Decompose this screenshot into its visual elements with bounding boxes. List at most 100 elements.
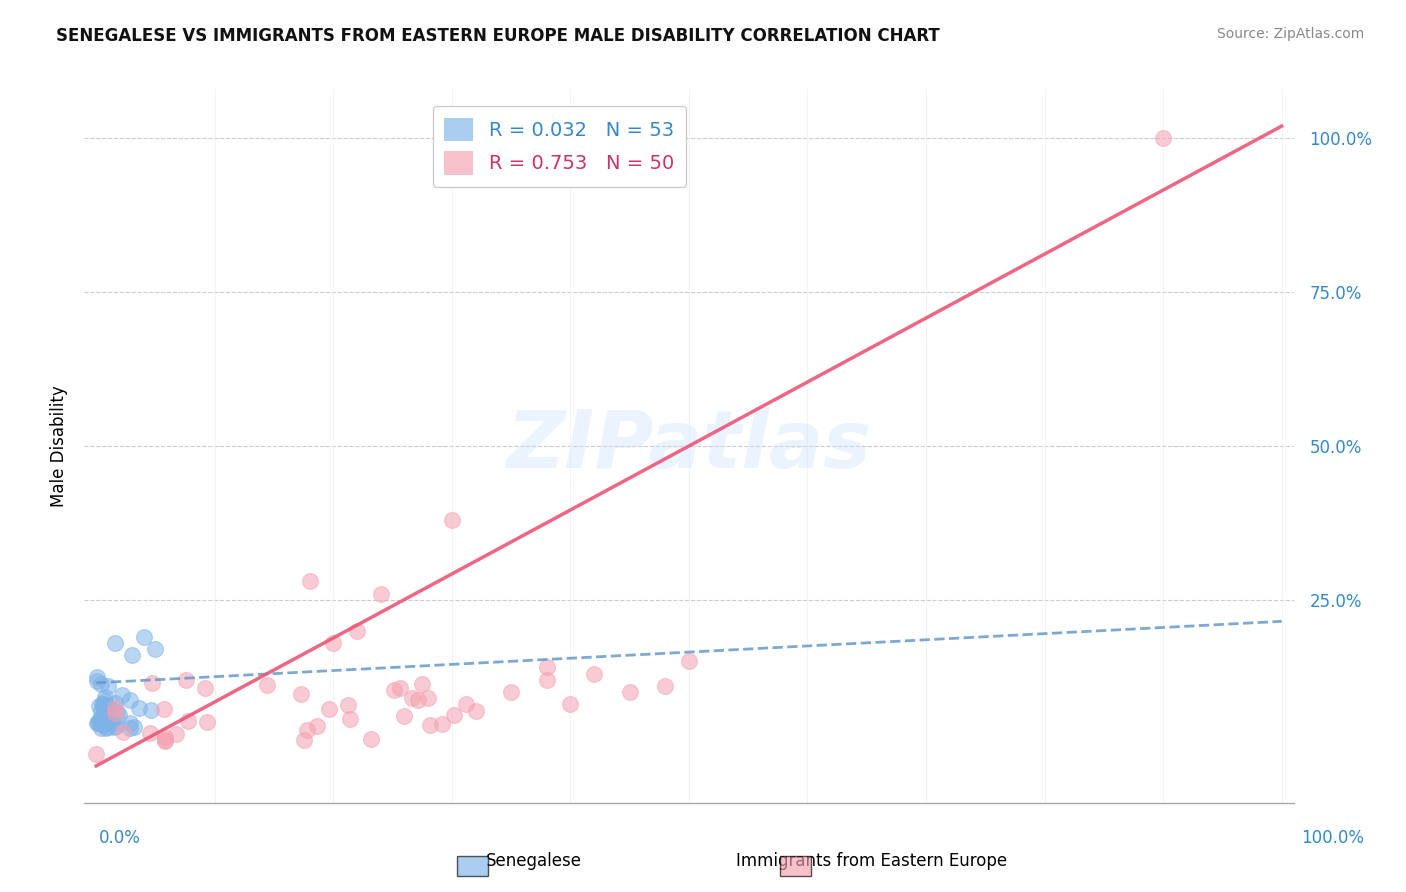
Point bbox=[418, 717, 440, 731]
Point bbox=[124, 720, 146, 734]
Point bbox=[256, 678, 278, 692]
Point bbox=[392, 708, 415, 723]
Point bbox=[91, 698, 114, 712]
Point bbox=[94, 713, 117, 727]
Point bbox=[94, 713, 117, 727]
Point bbox=[86, 716, 108, 731]
Legend: R = 0.032   N = 53, R = 0.753   N = 50: R = 0.032 N = 53, R = 0.753 N = 50 bbox=[433, 106, 686, 186]
Point bbox=[120, 693, 142, 707]
Point bbox=[145, 642, 167, 657]
Text: Source: ZipAtlas.com: Source: ZipAtlas.com bbox=[1216, 27, 1364, 41]
Point bbox=[101, 716, 124, 731]
Point bbox=[105, 705, 128, 719]
Point bbox=[155, 732, 177, 747]
Point bbox=[298, 574, 321, 589]
Point bbox=[87, 715, 110, 730]
Point bbox=[560, 698, 582, 712]
Point bbox=[583, 666, 606, 681]
Point bbox=[94, 704, 117, 718]
Point bbox=[155, 733, 177, 747]
Point bbox=[104, 701, 127, 715]
Point bbox=[111, 689, 134, 703]
Point bbox=[98, 713, 121, 727]
Point bbox=[440, 513, 463, 527]
Point bbox=[103, 719, 125, 733]
Point bbox=[103, 636, 125, 650]
Point bbox=[501, 685, 523, 699]
Point bbox=[1152, 131, 1174, 145]
Point bbox=[90, 697, 112, 711]
Point bbox=[121, 648, 143, 662]
Point bbox=[91, 718, 114, 732]
Point bbox=[141, 676, 163, 690]
Point bbox=[90, 722, 112, 736]
Point bbox=[120, 715, 142, 730]
Point bbox=[100, 712, 122, 726]
Point bbox=[322, 636, 344, 650]
Point bbox=[443, 708, 465, 723]
Point bbox=[104, 706, 127, 720]
Text: Senegalese: Senegalese bbox=[486, 852, 582, 870]
Point bbox=[100, 702, 122, 716]
Point bbox=[94, 721, 117, 735]
Text: Immigrants from Eastern Europe: Immigrants from Eastern Europe bbox=[737, 852, 1007, 870]
Point bbox=[165, 727, 187, 741]
Point bbox=[153, 730, 176, 744]
Point bbox=[111, 725, 134, 739]
Point bbox=[132, 630, 155, 644]
Point bbox=[411, 677, 433, 691]
Point bbox=[84, 747, 107, 761]
Point bbox=[305, 719, 328, 733]
Point bbox=[104, 696, 127, 710]
Point bbox=[96, 720, 118, 734]
Point bbox=[290, 687, 312, 701]
Point bbox=[94, 702, 117, 716]
Point bbox=[94, 693, 117, 707]
Point bbox=[360, 732, 382, 747]
Point bbox=[678, 654, 700, 668]
Point bbox=[177, 714, 200, 728]
Point bbox=[195, 714, 218, 729]
Point bbox=[139, 703, 162, 717]
Point bbox=[90, 704, 112, 718]
Point bbox=[456, 697, 478, 711]
Point bbox=[128, 701, 150, 715]
Point bbox=[91, 711, 114, 725]
Point bbox=[93, 714, 115, 728]
Point bbox=[108, 708, 131, 723]
Point bbox=[118, 721, 141, 735]
Point bbox=[174, 673, 197, 688]
Point bbox=[536, 660, 558, 674]
Y-axis label: Male Disability: Male Disability bbox=[49, 385, 67, 507]
Point bbox=[619, 685, 641, 699]
Point bbox=[139, 726, 162, 740]
Text: ZIPatlas: ZIPatlas bbox=[506, 407, 872, 485]
Point bbox=[89, 699, 111, 714]
Point bbox=[292, 732, 315, 747]
Point bbox=[104, 719, 127, 733]
Point bbox=[96, 716, 118, 731]
Point bbox=[337, 698, 360, 712]
Point bbox=[91, 698, 114, 713]
Point bbox=[406, 693, 429, 707]
Point bbox=[96, 710, 118, 724]
Point bbox=[346, 624, 368, 638]
Point bbox=[94, 690, 117, 704]
Point bbox=[94, 698, 117, 712]
Point bbox=[90, 677, 112, 691]
Point bbox=[86, 670, 108, 684]
Point bbox=[152, 702, 174, 716]
Point bbox=[418, 691, 440, 706]
Point bbox=[89, 712, 111, 726]
Point bbox=[193, 681, 215, 695]
Text: SENEGALESE VS IMMIGRANTS FROM EASTERN EUROPE MALE DISABILITY CORRELATION CHART: SENEGALESE VS IMMIGRANTS FROM EASTERN EU… bbox=[56, 27, 941, 45]
Text: 100.0%: 100.0% bbox=[1301, 830, 1364, 847]
Point bbox=[370, 587, 392, 601]
Point bbox=[87, 715, 110, 730]
Point bbox=[388, 681, 411, 695]
Point bbox=[97, 679, 120, 693]
Point bbox=[101, 714, 124, 728]
Text: 0.0%: 0.0% bbox=[98, 830, 141, 847]
Point bbox=[318, 702, 340, 716]
Point bbox=[536, 673, 558, 687]
